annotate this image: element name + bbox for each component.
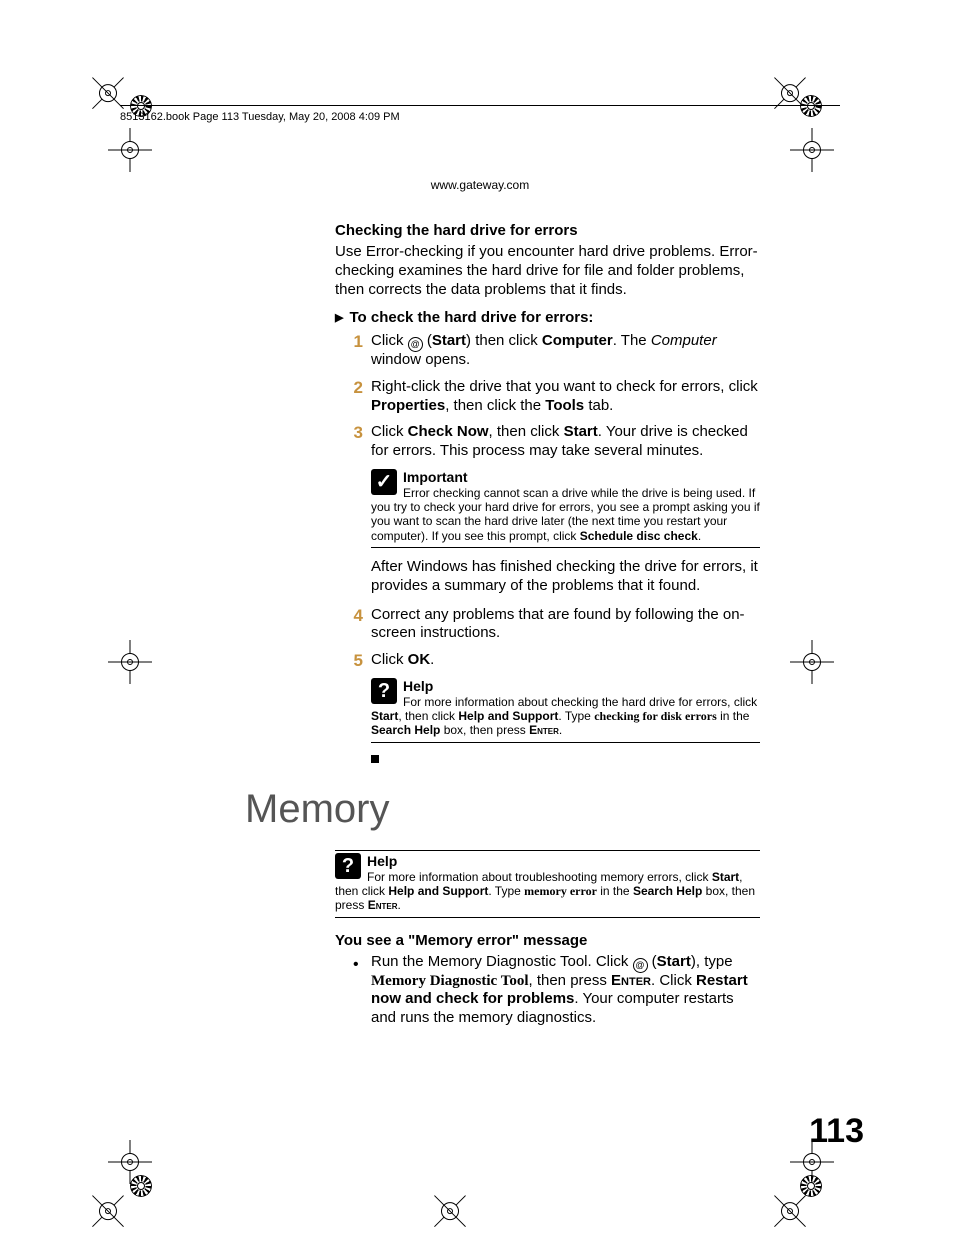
step-row: 3 Click Check Now, then click Start. You… bbox=[347, 423, 760, 461]
content-block: ? Help For more information about troubl… bbox=[120, 850, 840, 1028]
step-number: 1 bbox=[347, 332, 371, 370]
step-number: 3 bbox=[347, 423, 371, 461]
step-text: Right-click the drive that you want to c… bbox=[371, 378, 760, 416]
callout-body: For more information about checking the … bbox=[371, 695, 757, 738]
step-row: 4 Correct any problems that are found by… bbox=[347, 606, 760, 644]
page-number: 113 bbox=[809, 1112, 864, 1151]
step-row: 2 Right-click the drive that you want to… bbox=[347, 378, 760, 416]
step-text: Click Check Now, then click Start. Your … bbox=[371, 423, 760, 461]
bullet-text: Run the Memory Diagnostic Tool. Click @ … bbox=[371, 953, 760, 1028]
step-text: Click @ (Start) then click Computer. The… bbox=[371, 332, 760, 370]
step-number: 2 bbox=[347, 378, 371, 416]
start-icon: @ bbox=[408, 337, 423, 352]
content-block: Checking the hard drive for errors Use E… bbox=[120, 222, 840, 763]
header-url: www.gateway.com bbox=[120, 178, 840, 192]
check-icon: ✓ bbox=[371, 469, 397, 495]
start-icon: @ bbox=[633, 958, 648, 973]
callout-title: Help bbox=[403, 678, 433, 694]
step-number: 4 bbox=[347, 606, 371, 644]
bullet-marker: • bbox=[353, 953, 371, 1028]
bullet-item: • Run the Memory Diagnostic Tool. Click … bbox=[353, 953, 760, 1028]
help-callout: ? Help For more information about checki… bbox=[371, 678, 760, 743]
section-heading: Checking the hard drive for errors bbox=[335, 222, 760, 239]
step-number: 5 bbox=[347, 651, 371, 670]
step-row: 5 Click OK. bbox=[347, 651, 760, 670]
help-callout: ? Help For more information about troubl… bbox=[335, 850, 760, 918]
important-callout: ✓ Important Error checking cannot scan a… bbox=[371, 469, 760, 548]
procedure-heading: To check the hard drive for errors: bbox=[335, 309, 760, 326]
step-text: Click OK. bbox=[371, 651, 760, 670]
step-text: Correct any problems that are found by f… bbox=[371, 606, 760, 644]
end-marker bbox=[371, 755, 379, 763]
step-row: 1 Click @ (Start) then click Computer. T… bbox=[347, 332, 760, 370]
question-icon: ? bbox=[335, 853, 361, 879]
header-datestamp: 8513162.book Page 113 Tuesday, May 20, 2… bbox=[120, 111, 840, 123]
header-rule bbox=[120, 105, 840, 106]
reg-circle bbox=[130, 1175, 152, 1197]
callout-title: Help bbox=[367, 853, 397, 869]
page-container: 8513162.book Page 113 Tuesday, May 20, 2… bbox=[120, 105, 840, 1028]
error-heading: You see a "Memory error" message bbox=[335, 932, 760, 949]
section-title: Memory bbox=[245, 787, 840, 832]
after-important-text: After Windows has finished checking the … bbox=[371, 558, 760, 596]
callout-title: Important bbox=[403, 469, 468, 485]
callout-body: For more information about troubleshooti… bbox=[335, 870, 755, 913]
callout-body: Error checking cannot scan a drive while… bbox=[371, 486, 760, 543]
reg-circle bbox=[800, 1175, 822, 1197]
question-icon: ? bbox=[371, 678, 397, 704]
intro-paragraph: Use Error-checking if you encounter hard… bbox=[335, 243, 760, 299]
